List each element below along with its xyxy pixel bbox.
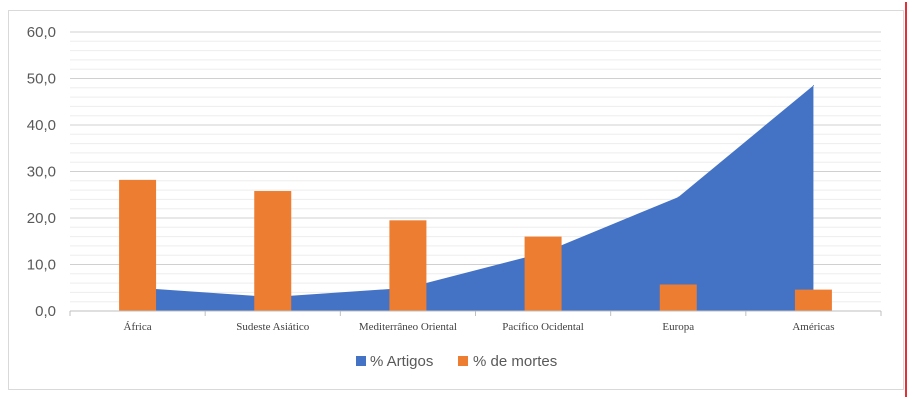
legend-swatch-artigos <box>356 356 366 366</box>
x-axis <box>69 310 882 316</box>
y-tick-label: 30,0 <box>27 164 56 181</box>
bar-mortes-4 <box>659 284 697 311</box>
y-tick-label: 60,0 <box>27 24 56 41</box>
x-axis-tick-labels: África Sudeste Asiático Mediterrâneo Orien… <box>124 321 835 333</box>
bar-mortes-5 <box>794 289 832 311</box>
bar-mortes-3 <box>524 236 562 311</box>
legend: % Artigos % de mortes <box>356 353 557 370</box>
legend-label-mortes: % de mortes <box>473 353 557 370</box>
x-tick-label: Europa <box>662 321 694 333</box>
area-point-artigos-5 <box>812 84 814 86</box>
bar-mortes-2 <box>389 220 427 311</box>
bar-mortes-0 <box>119 179 157 311</box>
x-tick-label: África <box>124 321 152 333</box>
legend-label-artigos: % Artigos <box>370 353 433 370</box>
y-tick-label: 40,0 <box>27 117 56 134</box>
x-tick-label: Pacífico Ocidental <box>502 321 584 333</box>
y-tick-label: 50,0 <box>27 71 56 88</box>
y-tick-label: 0,0 <box>35 303 56 320</box>
x-tick-label: Mediterrâneo Oriental <box>359 321 457 333</box>
bar-mortes-1 <box>254 191 292 311</box>
bar-layer <box>119 179 832 311</box>
y-axis-tick-labels: 0,0 10,0 20,0 30,0 40,0 50,0 60,0 <box>27 24 56 320</box>
x-tick-label: Américas <box>792 321 834 333</box>
y-tick-label: 10,0 <box>27 257 56 274</box>
y-tick-label: 20,0 <box>27 210 56 227</box>
red-edge-line <box>905 2 907 397</box>
x-tick-label: Sudeste Asiático <box>236 321 310 333</box>
area-series-artigos <box>137 85 814 311</box>
area-layer <box>137 84 814 311</box>
area-point-artigos-4 <box>677 196 679 198</box>
legend-swatch-mortes <box>458 356 468 366</box>
chart-frame <box>8 10 904 390</box>
